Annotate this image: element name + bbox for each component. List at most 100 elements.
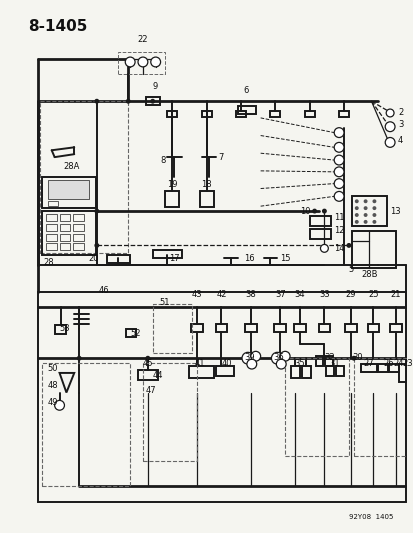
Circle shape (333, 128, 343, 138)
Bar (59, 214, 70, 221)
Bar (304, 111, 314, 117)
Circle shape (384, 138, 394, 147)
Bar (73, 233, 84, 240)
Bar (301, 366, 310, 378)
Bar (46, 224, 57, 231)
Circle shape (372, 213, 375, 217)
Text: 35: 35 (294, 359, 304, 368)
Text: 36: 36 (273, 353, 283, 362)
Bar (46, 233, 57, 240)
Circle shape (363, 199, 367, 203)
Bar (59, 244, 70, 251)
Text: 28: 28 (44, 258, 55, 267)
Text: 42: 42 (216, 290, 226, 300)
Text: 48: 48 (47, 381, 58, 390)
Circle shape (126, 99, 131, 103)
Bar (38, 292, 405, 503)
Circle shape (125, 57, 135, 67)
Text: 24: 24 (392, 359, 403, 368)
Circle shape (354, 199, 358, 203)
Circle shape (363, 220, 367, 224)
Text: 28A: 28A (63, 162, 79, 171)
Text: 34: 34 (294, 290, 304, 300)
Circle shape (320, 245, 328, 252)
Bar (190, 324, 202, 332)
Text: 25: 25 (367, 290, 378, 300)
Bar (293, 324, 305, 332)
Text: 52: 52 (130, 329, 140, 338)
Bar (235, 111, 245, 117)
Bar (237, 106, 255, 114)
Circle shape (250, 351, 260, 361)
Bar (46, 244, 57, 251)
Bar (318, 324, 330, 332)
Bar (335, 366, 343, 376)
Bar (360, 364, 377, 372)
Text: 43: 43 (191, 290, 202, 300)
Text: 6: 6 (242, 86, 248, 95)
Bar (344, 324, 356, 332)
Circle shape (150, 57, 160, 67)
Circle shape (363, 213, 367, 217)
Bar (351, 231, 395, 268)
Circle shape (145, 356, 150, 361)
Bar (338, 111, 348, 117)
Circle shape (321, 208, 326, 214)
Text: 19: 19 (167, 181, 177, 190)
Text: 17: 17 (169, 254, 180, 263)
Circle shape (280, 351, 290, 361)
Bar (189, 366, 213, 378)
Circle shape (94, 243, 99, 248)
Circle shape (94, 99, 99, 103)
Bar (42, 363, 130, 486)
Bar (59, 233, 70, 240)
Bar (42, 211, 96, 255)
Bar (388, 364, 398, 372)
Bar (377, 364, 387, 372)
Text: 31: 31 (328, 359, 339, 368)
Circle shape (333, 155, 343, 165)
Text: 50: 50 (47, 364, 58, 373)
Text: 29: 29 (345, 290, 355, 300)
Circle shape (372, 220, 375, 224)
Text: 23: 23 (402, 359, 413, 368)
Circle shape (363, 206, 367, 210)
Bar (46, 214, 57, 221)
Text: 2: 2 (397, 109, 402, 117)
Text: 49: 49 (47, 398, 58, 407)
Circle shape (384, 122, 394, 132)
Bar (165, 191, 179, 207)
Text: 47: 47 (145, 386, 156, 395)
Bar (290, 366, 299, 378)
Bar (167, 111, 177, 117)
Bar (47, 180, 89, 199)
Circle shape (354, 206, 358, 210)
Bar (55, 325, 66, 334)
Bar (73, 244, 84, 251)
Bar (389, 324, 401, 332)
Circle shape (55, 400, 64, 410)
Text: 7: 7 (218, 152, 223, 161)
Bar (40, 101, 128, 253)
Bar (126, 329, 136, 337)
Text: 10: 10 (299, 207, 310, 215)
Text: 26: 26 (382, 359, 393, 368)
Bar (216, 366, 234, 376)
Text: 11: 11 (333, 213, 344, 222)
Text: 37: 37 (274, 290, 285, 300)
Bar (199, 191, 213, 207)
Text: 20: 20 (88, 254, 99, 263)
Text: 16: 16 (243, 254, 254, 263)
Text: 39: 39 (243, 353, 254, 362)
Circle shape (150, 99, 155, 103)
Text: 32: 32 (324, 353, 334, 362)
Bar (325, 366, 333, 376)
Bar (73, 224, 84, 231)
Circle shape (354, 213, 358, 217)
Bar (142, 363, 197, 461)
Circle shape (321, 356, 326, 361)
Bar (353, 358, 407, 456)
Bar (138, 370, 157, 380)
Circle shape (94, 208, 99, 214)
Text: 33: 33 (318, 290, 329, 300)
